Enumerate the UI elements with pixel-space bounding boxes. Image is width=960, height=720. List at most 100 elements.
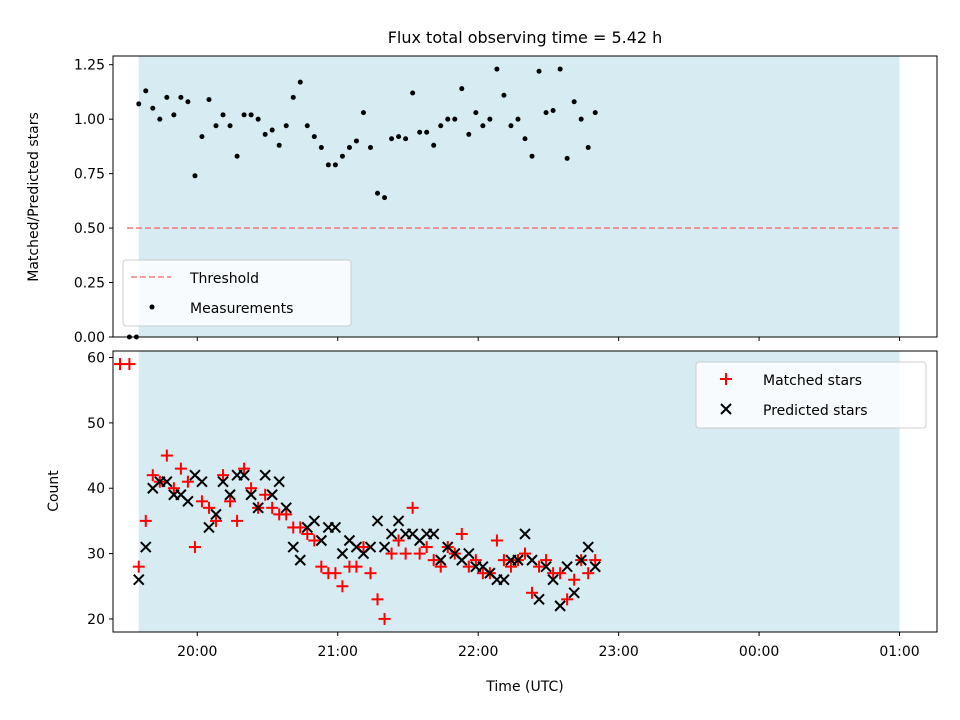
matched-star-point <box>533 560 546 573</box>
matched-star-point <box>526 586 539 599</box>
measurement-point <box>269 127 275 133</box>
measurement-point <box>522 136 528 142</box>
top-ytick-label: 1.00 <box>74 112 105 128</box>
matched-star-point <box>385 547 398 560</box>
chart-title: Flux total observing time = 5.42 h <box>388 28 663 47</box>
matched-star-point <box>181 475 194 488</box>
top-y-axis-label: Matched/Predicted stars <box>26 112 42 282</box>
matched-star-point <box>392 534 405 547</box>
measurement-point <box>150 105 156 111</box>
top-plot-frame <box>112 55 938 338</box>
legend-matched-swatch <box>720 373 732 385</box>
predicted-star-point <box>308 515 321 527</box>
top-ytick-label: 0.50 <box>74 221 105 237</box>
measurement-point <box>389 136 395 142</box>
predicted-star-point <box>252 502 264 514</box>
matched-star-point <box>364 567 377 580</box>
xtick-label: 21:00 <box>318 644 358 660</box>
measurement-point <box>241 112 247 118</box>
matched-star-point <box>357 541 370 554</box>
matched-star-point <box>455 527 468 540</box>
matched-star-point <box>266 501 279 514</box>
predicted-star-point <box>245 489 257 501</box>
matched-star-point <box>174 462 187 475</box>
matched-star-point <box>336 580 349 593</box>
measurement-point <box>353 138 359 144</box>
measurement-point <box>255 116 261 122</box>
measurement-point <box>346 144 352 150</box>
predicted-star-point <box>568 587 580 599</box>
measurement-point <box>480 123 486 129</box>
xtick-label: 22:00 <box>458 644 498 660</box>
measurement-point <box>213 123 219 129</box>
measurement-point <box>494 66 500 72</box>
measurement-point <box>417 129 423 135</box>
matched-star-point <box>504 560 517 573</box>
measurement-point <box>248 112 254 118</box>
matched-star-point <box>469 554 482 567</box>
matched-star-point <box>123 358 136 371</box>
measurement-point <box>185 99 191 105</box>
matched-star-point <box>434 560 447 573</box>
top-legend: Threshold Measurements <box>122 259 352 327</box>
bottom-legend: Matched stars Predicted stars <box>695 361 927 429</box>
predicted-star-point <box>364 541 377 553</box>
matched-star-point <box>371 593 384 606</box>
top-ytick-label: 1.25 <box>74 58 105 74</box>
measurement-point <box>403 136 409 142</box>
predicted-star-point <box>498 574 510 586</box>
measurement-point <box>536 68 542 74</box>
measurement-point <box>452 116 458 122</box>
predicted-star-point <box>463 547 475 560</box>
matched-star-point <box>406 501 419 514</box>
measurement-point <box>487 116 493 122</box>
measurement-point <box>290 94 296 100</box>
predicted-star-point <box>203 521 215 534</box>
predicted-star-point <box>385 528 398 540</box>
xtick-label: 20:00 <box>177 644 217 660</box>
matched-star-point <box>413 547 426 560</box>
matched-star-point <box>217 469 230 482</box>
measurement-point <box>206 97 212 103</box>
xtick-label: 23:00 <box>598 644 638 660</box>
measurement-point <box>424 129 430 135</box>
xtick-label: 00:00 <box>739 644 779 660</box>
top-panel: 0.00 0.25 0.50 0.75 1.00 1.25 Matched/Predict… <box>26 55 938 346</box>
matched-star-point <box>245 482 258 495</box>
legend-measurements-label: Measurements <box>190 301 293 317</box>
xtick-label: 01:00 <box>879 644 919 660</box>
bottom-panel: 20 30 40 50 60 20:00 21:00 22:00 23:00 00:00 01:0… <box>46 350 938 695</box>
measurement-point <box>178 94 184 100</box>
predicted-star-point <box>554 600 566 612</box>
matched-star-point <box>238 462 251 475</box>
predicted-star-point <box>266 489 278 501</box>
matched-star-point <box>350 560 363 573</box>
measurement-point <box>375 190 381 196</box>
measurement-point <box>571 99 577 105</box>
predicted-star-point <box>512 554 524 566</box>
matched-star-point <box>399 547 412 560</box>
matched-star-point <box>280 508 293 521</box>
matched-star-point <box>294 521 307 534</box>
measurement-point <box>227 123 233 129</box>
measurement-point <box>325 162 331 168</box>
measurement-point <box>431 142 437 148</box>
predicted-star-point <box>161 475 173 488</box>
measurement-point <box>396 134 402 140</box>
matched-star-point <box>301 527 314 540</box>
predicted-star-point <box>378 541 391 553</box>
bottom-ytick-label: 30 <box>87 547 105 563</box>
measurement-point <box>410 90 416 96</box>
measurement-point <box>199 134 205 140</box>
legend-predicted-label: Predicted stars <box>763 403 868 419</box>
matched-star-point <box>195 495 208 508</box>
bottom-legend-box <box>695 361 927 429</box>
top-ytick-label: 0.75 <box>74 167 105 183</box>
matched-star-point <box>139 514 152 527</box>
matched-star-point <box>378 612 391 625</box>
measurement-point <box>564 155 570 161</box>
measurement-point <box>529 153 535 159</box>
measurement-point <box>262 131 268 137</box>
measurement-point <box>220 112 226 118</box>
